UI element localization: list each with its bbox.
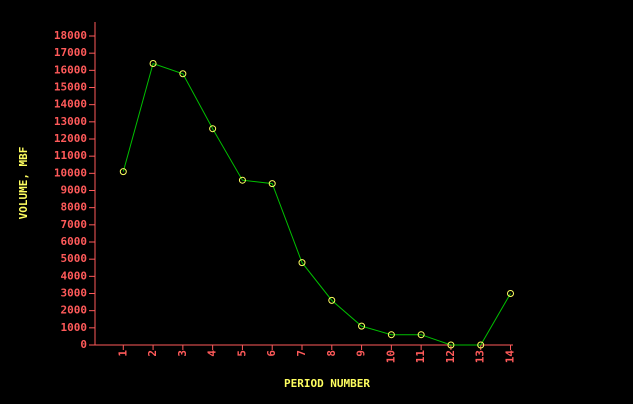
data-point bbox=[328, 296, 336, 304]
data-point bbox=[149, 59, 157, 67]
data-point bbox=[387, 331, 395, 339]
y-tick-label: 6000 bbox=[61, 235, 88, 248]
y-tick-label: 0 bbox=[80, 338, 87, 351]
data-point bbox=[179, 70, 187, 78]
y-tick-label: 14000 bbox=[54, 98, 87, 111]
y-tick-label: 4000 bbox=[61, 269, 88, 282]
y-tick-label: 2000 bbox=[61, 304, 88, 317]
x-axis-title: PERIOD NUMBER bbox=[284, 377, 370, 390]
data-point bbox=[447, 341, 455, 349]
data-point bbox=[358, 322, 366, 330]
y-tick-label: 1000 bbox=[61, 321, 88, 334]
data-point bbox=[209, 125, 217, 133]
x-tick-label: 10 bbox=[384, 350, 397, 363]
x-tick-label: 7 bbox=[295, 350, 308, 357]
x-tick-label: 8 bbox=[325, 350, 338, 357]
y-tick-label: 12000 bbox=[54, 132, 87, 145]
x-tick-label: 14 bbox=[504, 350, 517, 364]
data-point bbox=[507, 290, 514, 297]
data-point bbox=[477, 341, 485, 349]
x-tick-label: 3 bbox=[176, 350, 189, 357]
x-tick-label: 12 bbox=[444, 350, 457, 363]
y-tick-label: 15000 bbox=[54, 81, 87, 94]
y-tick-label: 10000 bbox=[54, 166, 87, 179]
x-tick-label: 13 bbox=[474, 350, 487, 363]
y-tick-label: 16000 bbox=[54, 63, 87, 76]
y-tick-label: 5000 bbox=[61, 252, 88, 265]
data-point bbox=[268, 180, 276, 188]
data-point bbox=[119, 168, 127, 176]
data-point bbox=[238, 176, 246, 184]
x-tick-label: 5 bbox=[235, 350, 248, 357]
data-line bbox=[122, 62, 511, 346]
x-tick-label: 1 bbox=[116, 350, 129, 357]
y-tick-label: 13000 bbox=[54, 115, 87, 128]
y-tick-label: 11000 bbox=[54, 149, 87, 162]
data-point bbox=[417, 331, 425, 339]
y-tick-label: 18000 bbox=[54, 29, 87, 42]
y-tick-label: 8000 bbox=[61, 201, 88, 214]
x-tick-label: 4 bbox=[206, 350, 219, 357]
x-tick-label: 2 bbox=[146, 350, 159, 357]
x-tick-label: 9 bbox=[355, 350, 368, 357]
y-tick-label: 9000 bbox=[61, 184, 88, 197]
y-axis-title: VOLUME, MBF bbox=[17, 147, 30, 220]
x-tick-label: 6 bbox=[265, 350, 278, 357]
y-tick-label: 17000 bbox=[54, 46, 87, 59]
y-tick-label: 7000 bbox=[61, 218, 88, 231]
x-tick-label: 11 bbox=[414, 350, 427, 364]
y-tick-label: 3000 bbox=[61, 287, 88, 300]
data-point bbox=[298, 259, 306, 267]
